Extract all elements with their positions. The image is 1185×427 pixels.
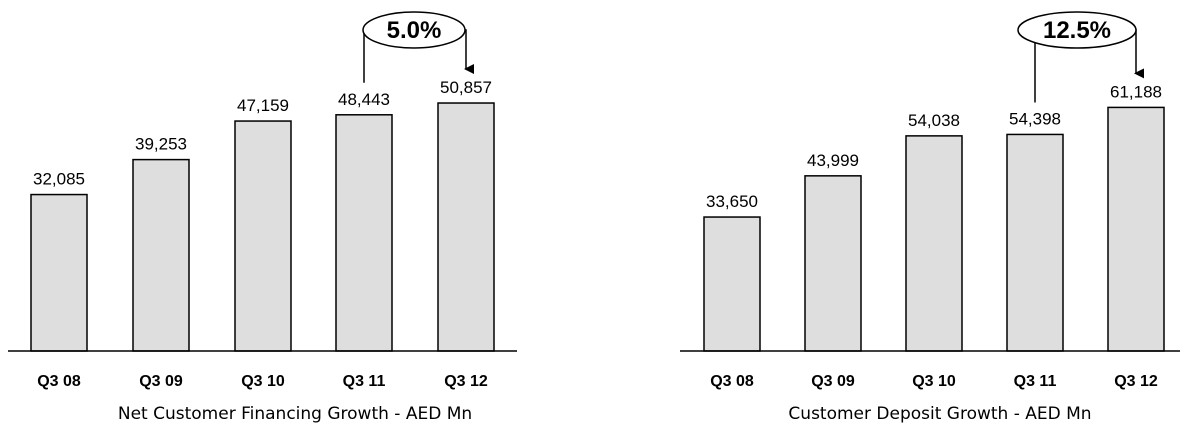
chart-financing-bar	[335, 114, 393, 352]
chart-deposit-bar	[1107, 106, 1165, 352]
chart-deposit-category-label: Q3 11	[1014, 373, 1057, 390]
chart-financing-value-label: 47,159	[237, 96, 289, 115]
chart-deposit-bar	[703, 216, 761, 352]
chart-deposit-growth-label: 12.5%	[1043, 17, 1111, 44]
chart-financing-value-label: 32,085	[33, 170, 85, 189]
chart-deposit-value-label: 61,188	[1110, 82, 1162, 101]
chart-deposit-value-label: 43,999	[807, 151, 859, 170]
chart-financing-bar	[30, 193, 88, 352]
chart-deposit-bar	[1006, 133, 1064, 352]
chart-financing-category-label: Q3 10	[241, 373, 285, 390]
chart-deposit-title: Customer Deposit Growth - AED Mn	[788, 404, 1091, 424]
chart-deposit-value-label: 33,650	[706, 192, 758, 211]
chart-financing-category-label: Q3 12	[444, 373, 488, 390]
chart-financing-growth-label: 5.0%	[387, 17, 442, 44]
chart-financing-title: Net Customer Financing Growth - AED Mn	[118, 404, 472, 424]
chart-financing-category-label: Q3 11	[343, 373, 386, 390]
chart-deposit-growth-annotation: 12.5%	[1017, 11, 1144, 103]
chart-financing-growth-ellipse	[362, 11, 466, 49]
chart-deposit-category-label: Q3 10	[912, 373, 956, 390]
chart-financing-value-label: 48,443	[338, 90, 390, 109]
chart-deposit: 33,650 Q3 08 43,999 Q3 09 54,038 Q3 10 54,398 Q…	[680, 11, 1180, 424]
chart-financing-bar	[234, 120, 292, 352]
chart-financing-value-label: 50,857	[440, 78, 492, 97]
chart-deposit-bar	[804, 175, 862, 352]
chart-deposit-growth-ellipse	[1017, 11, 1137, 49]
chart-deposit-value-label: 54,398	[1009, 109, 1061, 128]
chart-financing-category-label: Q3 09	[139, 373, 183, 390]
chart-deposit-bar	[905, 135, 963, 352]
chart-deposit-category-label: Q3 08	[710, 373, 754, 390]
chart-financing-bar	[437, 102, 495, 352]
chart-financing-value-label: 39,253	[135, 135, 187, 154]
chart-financing-growth-annotation: 5.0%	[362, 11, 474, 83]
chart-deposit-value-label: 54,038	[908, 111, 960, 130]
chart-financing-category-label: Q3 08	[37, 373, 81, 390]
chart-deposit-category-label: Q3 12	[1114, 373, 1158, 390]
chart-deposit-category-label: Q3 09	[811, 373, 855, 390]
chart-financing-bar	[132, 158, 190, 352]
chart-financing: 32,085 Q3 08 39,253 Q3 09 47,159 Q3 10 48,443 Q…	[8, 11, 517, 424]
